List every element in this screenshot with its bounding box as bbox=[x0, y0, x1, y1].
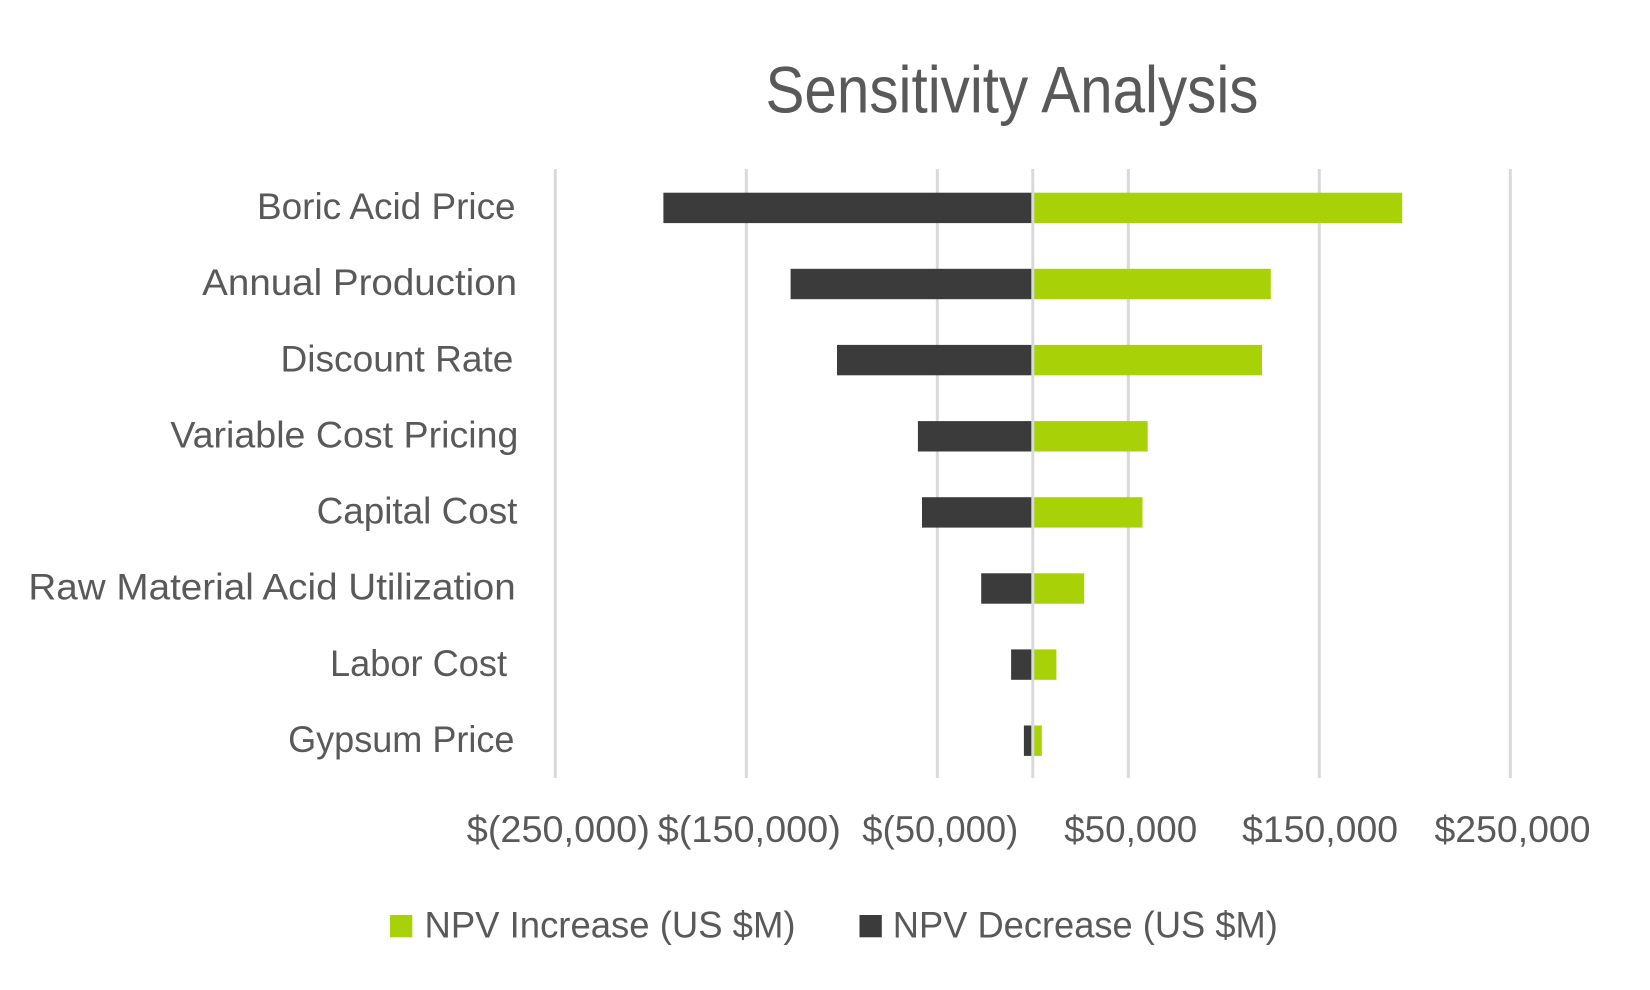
svg-text:Gypsum Price: Gypsum Price bbox=[288, 719, 514, 760]
svg-text:Sensitivity Analysis: Sensitivity Analysis bbox=[766, 53, 1259, 127]
svg-text:$(50,000): $(50,000) bbox=[862, 809, 1018, 850]
svg-text:Labor Cost: Labor Cost bbox=[330, 643, 508, 684]
svg-text:$50,000: $50,000 bbox=[1064, 809, 1197, 850]
svg-text:Capital Cost: Capital Cost bbox=[317, 491, 519, 532]
svg-text:$(250,000): $(250,000) bbox=[467, 809, 650, 850]
svg-text:Raw Material Acid Utilization: Raw Material Acid Utilization bbox=[28, 567, 515, 608]
svg-text:NPV Increase (US $M): NPV Increase (US $M) bbox=[425, 904, 796, 945]
svg-text:$150,000: $150,000 bbox=[1242, 809, 1398, 850]
svg-text:$250,000: $250,000 bbox=[1435, 809, 1591, 850]
svg-text:Annual Production: Annual Production bbox=[202, 262, 517, 303]
svg-text:$(150,000): $(150,000) bbox=[658, 809, 841, 850]
svg-text:NPV Decrease (US $M): NPV Decrease (US $M) bbox=[893, 904, 1278, 945]
svg-text:Discount Rate: Discount Rate bbox=[281, 338, 514, 379]
svg-text:Variable Cost Pricing: Variable Cost Pricing bbox=[170, 415, 518, 456]
svg-text:Boric Acid Price: Boric Acid Price bbox=[257, 186, 516, 227]
